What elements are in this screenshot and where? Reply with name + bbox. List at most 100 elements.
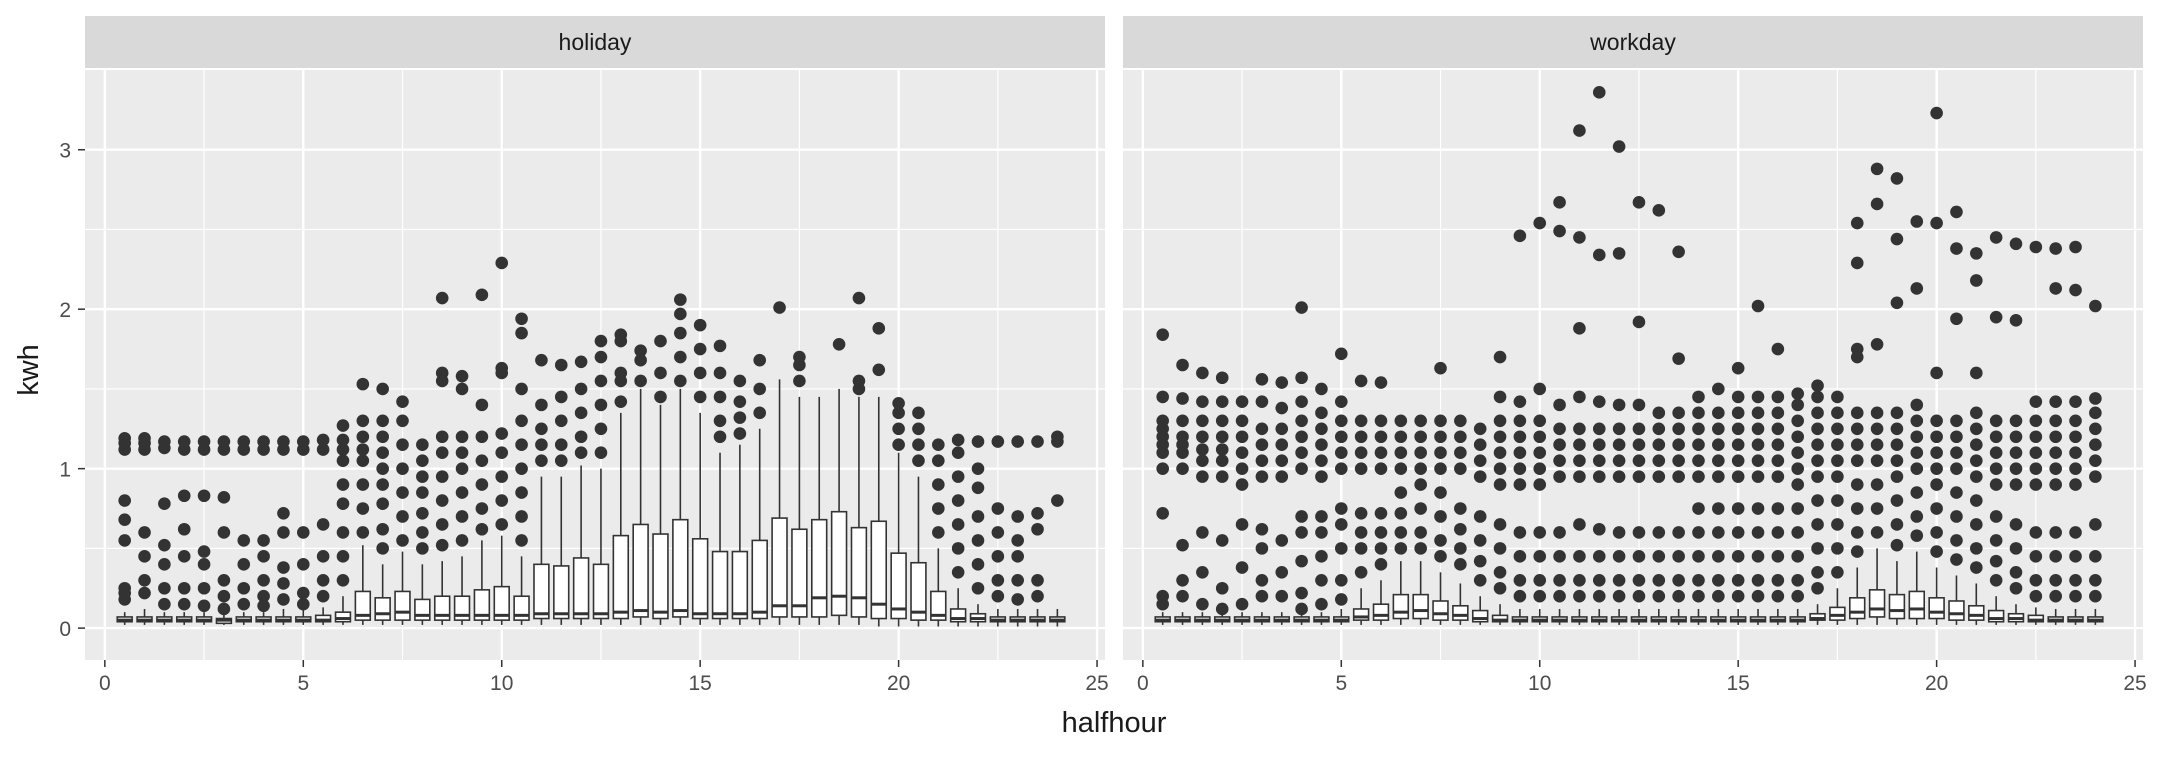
outlier-point xyxy=(1870,526,1884,539)
outlier-point xyxy=(1573,454,1586,467)
outlier-point xyxy=(1771,589,1785,603)
outlier-point xyxy=(1553,550,1566,563)
outlier-point xyxy=(991,526,1005,539)
box-plot-halfhour-12.5 xyxy=(1630,196,1648,625)
outlier-point xyxy=(1612,140,1626,153)
box-plot-halfhour-13 xyxy=(612,328,630,625)
outlier-point xyxy=(2089,470,2102,483)
outlier-point xyxy=(1493,565,1507,579)
box-iqr xyxy=(1352,608,1370,621)
outlier-point xyxy=(515,312,528,326)
outlier-point xyxy=(1592,422,1606,436)
outlier-point xyxy=(733,395,747,408)
outlier-point xyxy=(2029,240,2043,254)
outlier-point xyxy=(1215,414,1229,428)
outlier-point xyxy=(336,497,350,511)
outlier-point xyxy=(336,550,350,563)
outlier-point xyxy=(197,599,211,613)
outlier-point xyxy=(1831,470,1844,483)
outlier-point xyxy=(1295,446,1308,460)
outlier-point xyxy=(1473,454,1487,467)
outlier-point xyxy=(594,446,608,460)
outlier-point xyxy=(336,478,350,491)
outlier-point xyxy=(1890,232,1904,246)
outlier-point xyxy=(1712,589,1725,603)
outlier-point xyxy=(197,545,211,558)
box-plot-halfhour-3 xyxy=(215,435,233,625)
outlier-point xyxy=(396,414,409,428)
outlier-point xyxy=(257,589,270,603)
outlier-point xyxy=(614,366,628,380)
outlier-point xyxy=(654,334,667,348)
outlier-point xyxy=(1215,470,1229,483)
outlier-point xyxy=(1295,414,1308,428)
outlier-point xyxy=(158,558,171,571)
box-plot-halfhour-3.5 xyxy=(1273,376,1290,625)
outlier-point xyxy=(2049,526,2062,539)
outlier-point xyxy=(1870,406,1884,420)
outlier-point xyxy=(1989,478,2003,491)
outlier-point xyxy=(1553,422,1566,436)
outlier-point xyxy=(971,534,985,547)
outlier-point xyxy=(495,446,509,460)
outlier-point xyxy=(1215,430,1229,444)
box-iqr xyxy=(652,533,669,620)
outlier-point xyxy=(971,481,985,495)
outlier-point xyxy=(455,369,469,383)
outlier-point xyxy=(991,502,1005,515)
outlier-point xyxy=(138,586,151,600)
outlier-point xyxy=(1235,462,1249,475)
x-tick-label: 10 xyxy=(1528,672,1551,695)
outlier-point xyxy=(1275,565,1289,579)
outlier-point xyxy=(1712,573,1725,587)
outlier-point xyxy=(991,573,1005,587)
outlier-point xyxy=(1831,438,1844,452)
outlier-point xyxy=(1295,554,1308,568)
outlier-point xyxy=(2029,430,2043,444)
outlier-point xyxy=(1652,438,1666,452)
outlier-point xyxy=(535,454,548,467)
outlier-point xyxy=(1751,454,1765,467)
outlier-point xyxy=(713,390,727,404)
outlier-point xyxy=(1870,162,1884,176)
outlier-point xyxy=(1910,446,1924,460)
outlier-point xyxy=(1890,470,1904,483)
outlier-point xyxy=(1692,406,1705,420)
outlier-point xyxy=(951,433,965,447)
outlier-point xyxy=(1493,430,1507,444)
outlier-point xyxy=(1493,581,1507,595)
outlier-point xyxy=(356,414,370,428)
outlier-point xyxy=(1592,522,1606,536)
outlier-point xyxy=(1156,589,1169,603)
outlier-point xyxy=(2069,414,2082,428)
outlier-point xyxy=(475,398,489,412)
outlier-point xyxy=(1672,406,1685,420)
outlier-point xyxy=(1473,554,1487,568)
outlier-point xyxy=(1315,510,1328,523)
box-iqr xyxy=(1987,609,2005,623)
outlier-point xyxy=(1196,366,1209,380)
outlier-point xyxy=(2009,314,2023,327)
outlier-point xyxy=(1215,395,1229,408)
outlier-point xyxy=(1493,414,1507,428)
box-plot-halfhour-22.5 xyxy=(989,435,1007,627)
box-plot-halfhour-23 xyxy=(1009,435,1026,627)
outlier-point xyxy=(1970,454,1983,467)
outlier-point xyxy=(1513,589,1527,603)
outlier-point xyxy=(693,342,707,356)
outlier-point xyxy=(316,518,330,531)
outlier-point xyxy=(1811,565,1824,579)
outlier-point xyxy=(1394,486,1408,499)
outlier-point xyxy=(495,361,509,375)
outlier-point xyxy=(1156,462,1169,475)
outlier-point xyxy=(1315,406,1328,420)
outlier-point xyxy=(713,414,727,428)
outlier-point xyxy=(138,432,151,445)
outlier-point xyxy=(991,550,1005,563)
outlier-point xyxy=(753,382,767,396)
outlier-point xyxy=(1573,518,1586,531)
box-plot-halfhour-22.5 xyxy=(2027,240,2045,625)
plot-panel xyxy=(85,70,1105,660)
box-plot-halfhour-11.5 xyxy=(1591,86,1608,625)
box-plot-halfhour-15.5 xyxy=(1749,299,1767,625)
